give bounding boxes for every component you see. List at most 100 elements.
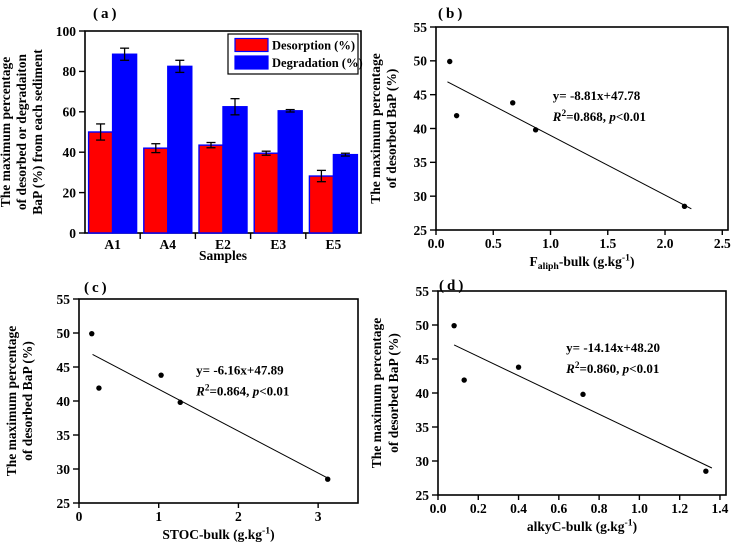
legend: Desorption (%) Degradation (%) [227,33,363,75]
panel-d-scatter-chart: 25 30 35 40 45 50 55 0.0 0.2 0.4 0.6 0.8 1.0 1.2 1.4 y=… [369,278,729,534]
x-tick-label: E2 [215,237,231,252]
y-tick-label: 25 [416,488,430,503]
y-tick-label: 55 [416,284,430,299]
data-point [580,391,586,398]
y-axis-label: of desorbed or degradaiton [14,53,29,210]
y-tick-label: 60 [63,105,77,120]
x-tick-label: A4 [160,237,177,252]
data-point [325,476,331,482]
x-tick-label: 2.0 [657,236,674,251]
regression-equation: y= -14.14x+48.20 [566,340,660,355]
x-tick-label: E3 [270,237,286,252]
y-tick-label: 50 [57,326,71,341]
y-tick-label: 55 [57,292,71,307]
panel-label: (d) [439,278,466,294]
x-axis-label: alkyC-bulk (g.kg-1) [527,518,637,534]
x-tick-label: 1.2 [671,501,688,516]
data-point [89,330,95,337]
data-point [177,399,183,406]
x-tick-label: 1 [155,509,162,524]
y-tick-label: 50 [414,54,428,69]
bar-desorption-a1 [87,131,114,234]
y-tick-label: 45 [57,360,71,375]
bar-desorption-a4 [143,147,169,234]
data-point [453,112,460,119]
y-tick-label: 50 [416,318,430,333]
x-tick-label: 1.0 [631,501,648,516]
bar-degradation-e3 [277,110,303,234]
y-tick-label: 40 [57,394,71,409]
y-tick-label: 25 [414,223,428,238]
data-point [515,364,522,370]
y-tick-label: 45 [414,87,428,102]
y-tick-label: 40 [416,386,430,401]
legend-label: Desorption (%) [272,39,355,53]
x-tick-label: 1.4 [712,501,729,516]
x-axis-label: Faliph-bulk (g.kg-1) [530,253,635,272]
y-axis-label: of desorbed BaP (%) [386,333,401,453]
y-axis-label: The maximum percentage [0,57,13,207]
y-tick-label: 20 [63,185,77,200]
y-tick-label: 35 [414,155,428,170]
x-tick-label: A1 [104,237,121,252]
regression-stats: R2=0.868, p<0.01 [552,109,646,124]
bar-degradation-e5 [332,153,359,234]
panel-label: (b) [438,6,465,22]
y-axis-label: The maximum percentage [4,326,19,476]
data-point [158,372,164,378]
x-tick-label: 0 [76,509,83,524]
data-point [532,127,539,133]
x-tick-label: 0.5 [485,236,502,251]
y-axis-label: BaP (%) from each sediment [30,49,45,215]
bar-degradation-a1 [111,53,138,234]
bar-desorption-e3 [253,152,279,234]
bar-desorption-e5 [308,175,335,234]
y-axis-label: The maximum percentage [369,318,384,468]
data-point [681,203,688,210]
regression-equation: y= -8.81x+47.78 [553,88,641,103]
bar-desorption-e2 [198,144,224,234]
y-tick-label: 80 [63,64,77,79]
x-tick-label: 1.5 [599,236,616,251]
panel-c-scatter-chart: 25 30 35 40 45 50 55 0 1 2 3 y= -6.16x+47.89 R2=0.86… [4,280,359,542]
x-tick-label: 0.4 [510,501,527,516]
y-tick-label: 30 [57,462,71,477]
y-tick-label: 100 [56,24,77,39]
x-tick-label: 0.0 [430,501,447,516]
regression-line [453,344,713,469]
y-tick-label: 55 [414,20,428,35]
y-tick-label: 35 [416,420,430,435]
y-tick-label: 35 [57,428,71,443]
x-axis-label: STOC-bulk (g.kg-1) [162,526,274,542]
legend-swatch [234,55,269,70]
panel-label: (a) [93,6,120,22]
x-tick-label: 2.5 [714,236,731,251]
data-point [703,468,709,474]
legend-label: Degradation (%) [272,56,363,70]
regression-line [92,354,331,480]
y-tick-label: 25 [57,496,71,511]
x-tick-label: 0.2 [470,501,487,516]
x-tick-label: 1.0 [542,236,559,251]
panel-a-bar-chart: 0 20 40 60 80 100 A1 A4 E2 E3 E5 Samples The maximum… [0,6,363,263]
y-tick-label: 40 [414,121,428,136]
x-tick-label: 3 [315,509,322,524]
y-tick-label: 40 [63,145,77,160]
x-tick-label: E5 [326,237,342,252]
data-point [447,58,453,65]
regression-equation: y= -6.16x+47.89 [196,362,284,377]
regression-line [447,81,692,210]
data-point [461,377,467,383]
panel-label: (c) [84,280,110,296]
x-tick-label: 2 [235,509,242,524]
legend-swatch [234,37,269,53]
data-point [510,100,516,106]
bar-degradation-e2 [222,106,248,234]
plot-frame [435,26,729,231]
y-axis-label: The maximum percentage [368,53,383,203]
data-point [451,322,457,329]
y-tick-label: 0 [69,226,76,241]
panel-b-scatter-chart: 25 30 35 40 45 50 55 0.0 0.5 1.0 1.5 2.0 2.5 y= -8.81… [368,6,731,272]
y-tick-label: 30 [414,189,428,204]
